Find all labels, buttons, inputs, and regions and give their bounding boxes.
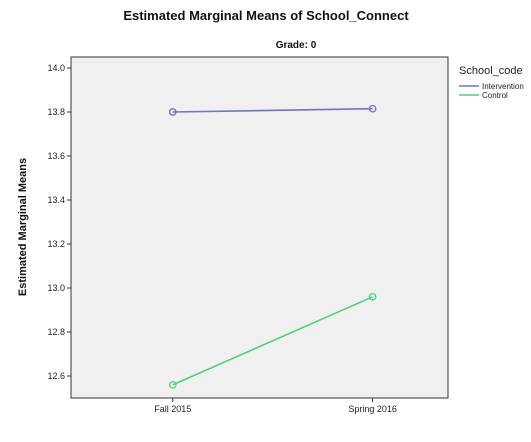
- y-tick-label: 13.2: [47, 239, 65, 249]
- legend-label: Control: [482, 91, 508, 100]
- data-point-control: [368, 292, 377, 301]
- y-tick-label: 12.8: [47, 327, 65, 337]
- chart-title: Estimated Marginal Means of School_Conne…: [123, 8, 409, 23]
- chart-subtitle: Grade: 0: [276, 40, 317, 51]
- x-tick-label: Spring 2016: [348, 404, 397, 414]
- data-point-control: [168, 380, 177, 389]
- legend-label: Intervention: [482, 82, 524, 91]
- y-tick-label: 12.6: [47, 371, 65, 381]
- y-axis-label: Estimated Marginal Means: [17, 158, 29, 296]
- x-axis: Fall 2015 Spring 2016: [154, 398, 397, 414]
- plot-area: [70, 56, 449, 399]
- y-tick-label: 14.0: [47, 63, 65, 73]
- y-tick-label: 13.4: [47, 195, 65, 205]
- legend-title: School_code: [459, 65, 523, 77]
- data-point-intervention: [168, 108, 177, 116]
- x-tick-label: Fall 2015: [154, 404, 191, 414]
- y-tick-label: 13.8: [47, 107, 65, 117]
- y-tick-label: 13.0: [47, 283, 65, 293]
- series-line-control: [172, 296, 373, 386]
- series: [168, 104, 377, 389]
- data-point-intervention: [368, 104, 377, 113]
- y-tick-label: 13.6: [47, 151, 65, 161]
- series-line-intervention: [172, 107, 373, 113]
- y-axis: 12.6 12.8 13.0 13.2 13.4 13.6 13.8 14.0: [47, 63, 71, 381]
